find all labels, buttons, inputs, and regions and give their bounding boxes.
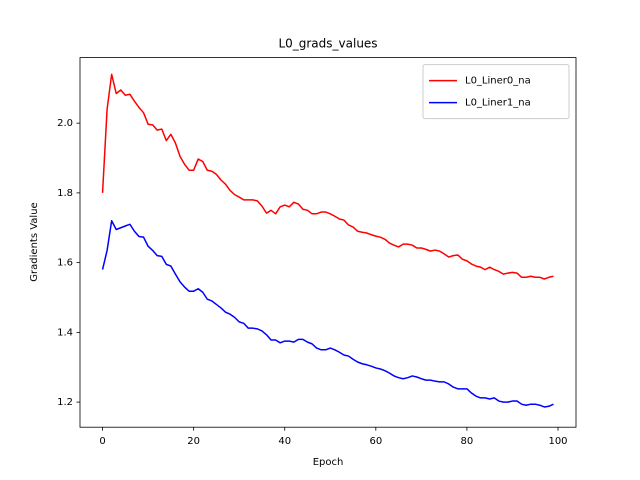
legend-label: L0_Liner0_na <box>465 76 531 87</box>
y-axis-label: Gradients Value <box>29 202 40 281</box>
x-tick-label: 100 <box>548 436 567 447</box>
y-tick-label: 1.2 <box>57 397 73 408</box>
x-tick-label: 0 <box>99 436 105 447</box>
y-tick-label: 2.0 <box>57 118 73 129</box>
x-tick-label: 80 <box>461 436 474 447</box>
y-tick-label: 1.4 <box>57 327 73 338</box>
legend-label: L0_Liner1_na <box>465 98 531 109</box>
chart-title: L0_grads_values <box>278 37 377 51</box>
line-series <box>101 220 554 408</box>
x-axis-label: Epoch <box>313 457 344 468</box>
x-tick-label: 20 <box>187 436 200 447</box>
axes-frame <box>79 57 577 428</box>
x-tick-label: 40 <box>278 436 291 447</box>
line-series <box>101 73 554 280</box>
y-tick-label: 1.8 <box>57 188 73 199</box>
y-tick-label: 1.6 <box>57 258 73 269</box>
x-tick-label: 60 <box>369 436 382 447</box>
legend-box <box>422 64 570 120</box>
